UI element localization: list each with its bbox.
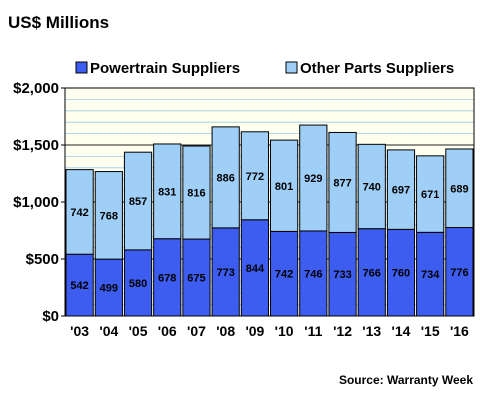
data-label-powertrain: 760 — [392, 268, 410, 280]
bar-powertrain — [270, 230, 299, 317]
data-label-other-parts: 877 — [333, 177, 351, 189]
bar-other-parts — [357, 143, 386, 230]
bar-other-parts — [94, 171, 123, 260]
y-tick-label: $1,500 — [13, 137, 59, 154]
bar-powertrain — [416, 231, 445, 317]
bar-powertrain — [299, 230, 328, 317]
x-tick-label: '07 — [187, 323, 206, 339]
data-label-other-parts: 697 — [392, 185, 410, 197]
x-tick-label: '13 — [362, 323, 381, 339]
bar-powertrain — [240, 219, 270, 317]
x-tick-label: '15 — [421, 323, 440, 339]
bar-powertrain — [182, 238, 211, 317]
bar-other-parts — [240, 131, 270, 221]
data-label-other-parts: 816 — [187, 188, 205, 200]
y-tick-label: $1,000 — [13, 194, 59, 211]
x-tick-label: '11 — [304, 323, 322, 339]
data-label-other-parts: 768 — [100, 210, 118, 222]
data-label-powertrain: 776 — [450, 267, 468, 279]
bar-other-parts — [416, 155, 445, 233]
x-tick-label: '16 — [450, 323, 469, 339]
bar-other-parts — [153, 143, 182, 240]
legend-swatch-powertrain — [75, 61, 88, 74]
bar-powertrain — [153, 238, 182, 317]
legend-swatch-other-parts — [285, 61, 298, 74]
plot-frame — [64, 87, 475, 317]
x-tick-label: '03 — [70, 323, 89, 339]
data-label-powertrain: 678 — [158, 272, 176, 284]
bar-other-parts — [328, 131, 357, 233]
x-tick-label: '04 — [99, 323, 118, 339]
data-label-powertrain: 675 — [187, 273, 205, 285]
bar-other-parts — [65, 169, 94, 255]
data-label-other-parts: 857 — [129, 196, 147, 208]
data-label-other-parts: 831 — [158, 186, 176, 198]
data-label-powertrain: 746 — [304, 268, 322, 280]
data-label-powertrain: 734 — [421, 269, 440, 281]
x-tick-labels: '03 '04 '05 '06 '07 '08 '09 '10 '11 '12 '13 '14 '15 '… — [70, 323, 469, 339]
bar-other-parts — [123, 151, 153, 251]
bar-other-parts — [386, 149, 416, 230]
x-tick-label: '05 — [129, 323, 148, 339]
bars: 542 742 499 768 580 857 678 831 675 816 773 886 844 7… — [65, 124, 474, 317]
data-label-other-parts: 801 — [275, 181, 293, 193]
data-label-other-parts: 886 — [216, 172, 234, 184]
bar-powertrain — [123, 249, 153, 317]
y-axis-title: US$ Millions — [8, 13, 109, 32]
data-label-powertrain: 580 — [129, 278, 147, 290]
bar-other-parts — [445, 148, 474, 229]
x-tick-label: '12 — [333, 323, 352, 339]
data-label-other-parts: 772 — [246, 171, 264, 183]
y-tick-label: $500 — [26, 251, 59, 268]
data-label-powertrain: 733 — [333, 269, 351, 281]
data-label-powertrain: 844 — [246, 263, 265, 275]
x-tick-label: '06 — [158, 323, 177, 339]
bar-other-parts — [182, 145, 211, 240]
source-note: Source: Warranty Week — [339, 373, 473, 387]
data-label-powertrain: 542 — [70, 280, 88, 292]
x-tick-label: '09 — [245, 323, 264, 339]
bar-other-parts — [211, 126, 240, 229]
x-tick-label: '08 — [216, 323, 235, 339]
legend: Powertrain Suppliers Other Parts Supplie… — [75, 60, 454, 77]
x-tick-label: '10 — [275, 323, 294, 339]
data-label-other-parts: 742 — [70, 207, 88, 219]
data-label-powertrain: 766 — [363, 267, 381, 279]
data-label-other-parts: 689 — [450, 183, 468, 195]
data-label-other-parts: 671 — [421, 189, 439, 201]
data-label-other-parts: 929 — [304, 173, 322, 185]
bar-other-parts — [299, 124, 328, 232]
data-label-powertrain: 499 — [100, 283, 118, 295]
x-tick-label: '14 — [392, 323, 411, 339]
legend-label-powertrain: Powertrain Suppliers — [90, 60, 240, 77]
y-tick-label: $2,000 — [13, 80, 59, 97]
data-label-powertrain: 742 — [275, 269, 293, 281]
bar-powertrain — [211, 227, 240, 317]
data-label-other-parts: 740 — [363, 181, 381, 193]
y-tick-labels: $0 $500 $1,000 $1,500 $2,000 — [13, 80, 65, 325]
y-tick-label: $0 — [42, 308, 59, 325]
bar-other-parts — [270, 139, 299, 232]
legend-label-other-parts: Other Parts Suppliers — [300, 60, 454, 77]
data-label-powertrain: 773 — [216, 267, 234, 279]
